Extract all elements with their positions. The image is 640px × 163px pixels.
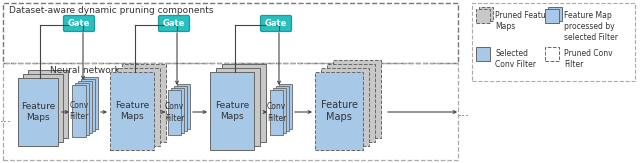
Bar xyxy=(476,47,490,61)
Bar xyxy=(23,74,63,142)
Bar xyxy=(3,63,458,160)
Bar xyxy=(315,72,363,150)
Text: Conv
Filter: Conv Filter xyxy=(267,103,286,123)
Bar xyxy=(72,85,86,137)
Bar xyxy=(171,88,184,133)
Bar xyxy=(122,64,166,142)
Bar xyxy=(222,64,266,142)
Text: Gate: Gate xyxy=(265,19,287,28)
Bar xyxy=(548,7,562,21)
FancyBboxPatch shape xyxy=(159,15,189,31)
Text: ...: ... xyxy=(458,105,470,119)
Text: Pruned Conv
Filter: Pruned Conv Filter xyxy=(564,49,612,69)
Bar xyxy=(479,7,493,21)
Bar xyxy=(28,70,68,138)
Text: Gate: Gate xyxy=(68,19,90,28)
Text: Selected
Conv Filter: Selected Conv Filter xyxy=(495,49,536,69)
Bar xyxy=(81,79,95,131)
Text: Conv
Filter: Conv Filter xyxy=(165,103,184,123)
Bar xyxy=(216,68,260,146)
Bar xyxy=(279,84,292,129)
Text: ...: ... xyxy=(0,111,12,125)
Text: Feature
Maps: Feature Maps xyxy=(21,102,55,122)
Bar xyxy=(270,90,283,135)
Bar xyxy=(75,83,89,135)
Bar xyxy=(545,9,559,23)
Text: Feature
Maps: Feature Maps xyxy=(321,100,358,122)
Bar xyxy=(177,84,190,129)
Text: Conv
Filter: Conv Filter xyxy=(69,101,89,121)
Text: Feature
Maps: Feature Maps xyxy=(115,101,149,121)
Bar xyxy=(472,3,635,81)
Text: Gate: Gate xyxy=(163,19,185,28)
Text: Feature Map
processed by
selected Filter: Feature Map processed by selected Filter xyxy=(564,11,618,42)
Bar xyxy=(84,77,98,129)
Bar xyxy=(110,72,154,150)
Bar xyxy=(545,47,559,61)
FancyBboxPatch shape xyxy=(260,15,291,31)
Bar xyxy=(168,90,181,135)
Bar xyxy=(273,88,286,133)
Text: Feature
Maps: Feature Maps xyxy=(215,101,249,121)
Bar xyxy=(476,9,490,23)
Bar xyxy=(116,68,160,146)
FancyBboxPatch shape xyxy=(63,15,95,31)
Bar xyxy=(3,3,458,63)
Text: Pruned Feature
Maps: Pruned Feature Maps xyxy=(495,11,554,31)
Bar xyxy=(78,81,92,133)
Bar xyxy=(210,72,254,150)
Bar xyxy=(321,68,369,146)
Bar xyxy=(18,78,58,146)
Bar xyxy=(333,60,381,138)
Text: Neural network: Neural network xyxy=(50,66,120,75)
Text: Dataset-aware dynamic pruning components: Dataset-aware dynamic pruning components xyxy=(9,6,214,15)
Bar xyxy=(327,64,375,142)
Bar xyxy=(174,86,187,131)
Bar xyxy=(276,86,289,131)
